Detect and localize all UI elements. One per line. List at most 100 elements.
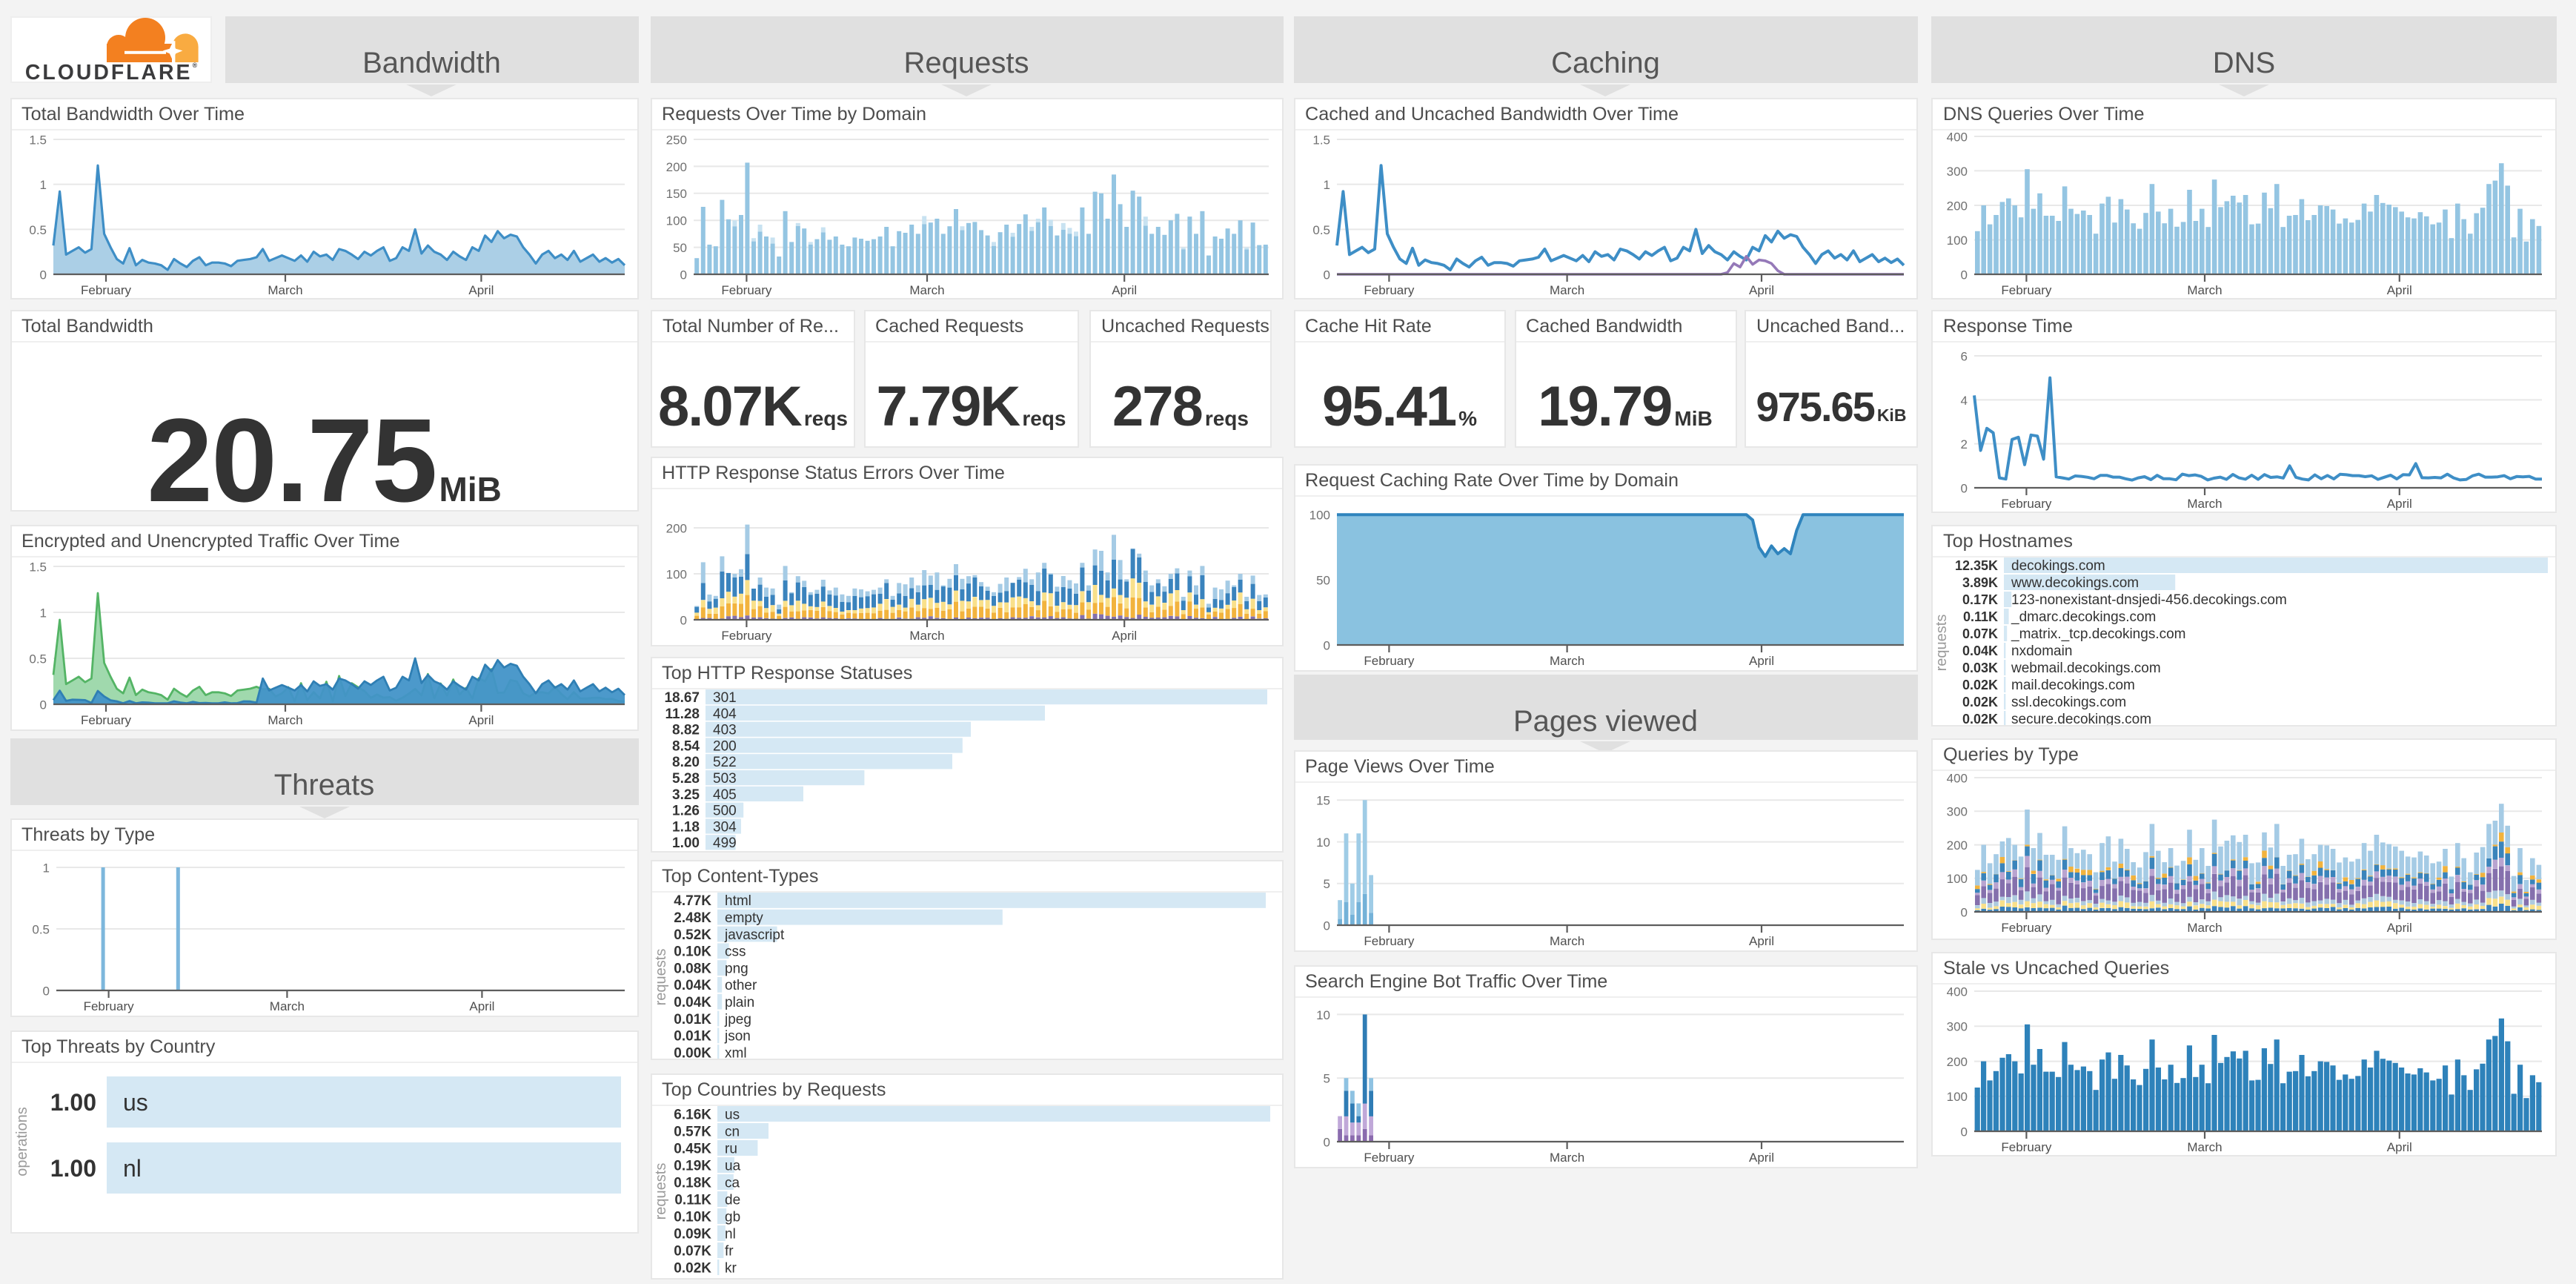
svg-text:April: April <box>1748 934 1773 948</box>
svg-text:200: 200 <box>1947 838 1968 853</box>
svg-text:300: 300 <box>1947 805 1968 819</box>
svg-text:gb: gb <box>724 1208 740 1224</box>
svg-text:0.08K: 0.08K <box>673 960 711 976</box>
svg-text:10: 10 <box>1315 835 1330 850</box>
svg-text:1: 1 <box>39 605 46 619</box>
svg-text:0.02K: 0.02K <box>1962 694 1998 709</box>
svg-text:0.11K: 0.11K <box>1963 609 1998 623</box>
svg-text:4.77K: 4.77K <box>673 893 711 908</box>
svg-text:February: February <box>2001 282 2052 297</box>
svg-text:300: 300 <box>1947 1020 1968 1034</box>
svg-text:de: de <box>724 1191 740 1207</box>
svg-text:February: February <box>80 712 131 727</box>
svg-text:fr: fr <box>724 1242 733 1258</box>
svg-text:March: March <box>1549 1150 1584 1164</box>
svg-text:us: us <box>724 1106 739 1122</box>
svg-text:10: 10 <box>1315 1007 1330 1022</box>
svg-text:100: 100 <box>1947 1090 1968 1104</box>
svg-text:404: 404 <box>712 706 736 722</box>
svg-text:mail.decokings.com: mail.decokings.com <box>2011 677 2135 692</box>
svg-text:5: 5 <box>1323 877 1330 891</box>
svg-text:12.35K: 12.35K <box>1955 557 1998 572</box>
svg-text:March: March <box>2187 921 2222 935</box>
svg-text:February: February <box>2001 921 2052 935</box>
svg-text:February: February <box>1363 282 1414 297</box>
svg-text:301: 301 <box>712 690 736 706</box>
svg-text:250: 250 <box>665 132 686 146</box>
svg-text:April: April <box>1748 1150 1773 1164</box>
svg-text:100: 100 <box>665 214 686 228</box>
svg-text:6.16K: 6.16K <box>673 1106 711 1122</box>
svg-text:0: 0 <box>1961 1125 1968 1139</box>
svg-text:0: 0 <box>1961 480 1968 494</box>
svg-text:1.18: 1.18 <box>671 819 699 835</box>
svg-text:1.5: 1.5 <box>28 559 46 573</box>
svg-text:March: March <box>267 712 302 727</box>
svg-text:nxdomain: nxdomain <box>2011 643 2072 658</box>
svg-text:3.89K: 3.89K <box>1962 575 1998 589</box>
svg-text:499: 499 <box>712 835 736 851</box>
svg-text:400: 400 <box>1947 771 1968 785</box>
svg-text:0.52K: 0.52K <box>673 927 711 942</box>
svg-text:400: 400 <box>1947 984 1968 999</box>
svg-text:0: 0 <box>680 613 686 627</box>
svg-text:0.02K: 0.02K <box>1962 711 1998 726</box>
svg-text:ua: ua <box>724 1157 740 1173</box>
svg-text:html: html <box>724 893 751 908</box>
svg-text:400: 400 <box>1947 130 1968 143</box>
svg-text:February: February <box>2001 496 2052 510</box>
svg-text:522: 522 <box>712 755 736 770</box>
svg-text:json: json <box>723 1028 750 1044</box>
svg-text:us: us <box>122 1088 147 1115</box>
svg-text:0: 0 <box>39 267 46 281</box>
svg-text:1: 1 <box>42 860 49 874</box>
svg-text:2.48K: 2.48K <box>673 910 711 925</box>
svg-text:500: 500 <box>712 804 736 819</box>
svg-text:February: February <box>80 282 131 297</box>
svg-text:50: 50 <box>1315 574 1330 588</box>
svg-text:1.26: 1.26 <box>671 804 699 819</box>
svg-text:0.5: 0.5 <box>28 651 46 665</box>
svg-text:0.18K: 0.18K <box>673 1174 711 1190</box>
svg-text:100: 100 <box>1947 872 1968 886</box>
svg-text:200: 200 <box>1947 1055 1968 1069</box>
svg-text:empty: empty <box>724 910 763 925</box>
svg-text:0.03K: 0.03K <box>1962 660 1998 675</box>
svg-text:1.5: 1.5 <box>1312 132 1330 146</box>
svg-text:April: April <box>2387 282 2412 297</box>
svg-text:April: April <box>468 712 493 727</box>
svg-text:150: 150 <box>665 186 686 200</box>
svg-text:March: March <box>269 999 304 1013</box>
svg-text:4: 4 <box>1961 393 1968 407</box>
svg-text:png: png <box>724 960 748 976</box>
svg-text:0.09K: 0.09K <box>673 1225 711 1241</box>
svg-text:February: February <box>1363 1150 1414 1164</box>
svg-text:_matrix._tcp.decokings.com: _matrix._tcp.decokings.com <box>2011 626 2186 641</box>
svg-text:0: 0 <box>1323 638 1330 652</box>
svg-text:0.5: 0.5 <box>28 222 46 236</box>
svg-text:ca: ca <box>724 1174 740 1190</box>
svg-text:200: 200 <box>1947 198 1968 212</box>
svg-text:0.57K: 0.57K <box>673 1123 711 1139</box>
svg-text:304: 304 <box>712 819 736 835</box>
svg-text:100: 100 <box>1947 233 1968 247</box>
svg-text:March: March <box>2187 496 2222 510</box>
svg-text:100: 100 <box>665 567 686 581</box>
svg-text:15: 15 <box>1315 794 1330 808</box>
svg-text:April: April <box>1111 629 1136 643</box>
svg-text:0.5: 0.5 <box>1312 222 1330 236</box>
svg-text:0.02K: 0.02K <box>673 1260 711 1275</box>
svg-text:0.01K: 0.01K <box>673 1028 711 1044</box>
svg-text:100: 100 <box>1309 509 1330 523</box>
svg-text:0.04K: 0.04K <box>673 994 711 1010</box>
svg-text:1.5: 1.5 <box>28 132 46 146</box>
svg-text:nl: nl <box>724 1225 735 1241</box>
svg-text:April: April <box>2387 921 2412 935</box>
svg-text:0.01K: 0.01K <box>673 1011 711 1027</box>
svg-text:March: March <box>2187 1140 2222 1154</box>
svg-text:0.17K: 0.17K <box>1962 592 1998 606</box>
svg-text:50: 50 <box>672 240 686 254</box>
svg-text:1: 1 <box>39 177 46 191</box>
svg-text:18.67: 18.67 <box>663 690 699 706</box>
svg-text:0.04K: 0.04K <box>673 977 711 993</box>
